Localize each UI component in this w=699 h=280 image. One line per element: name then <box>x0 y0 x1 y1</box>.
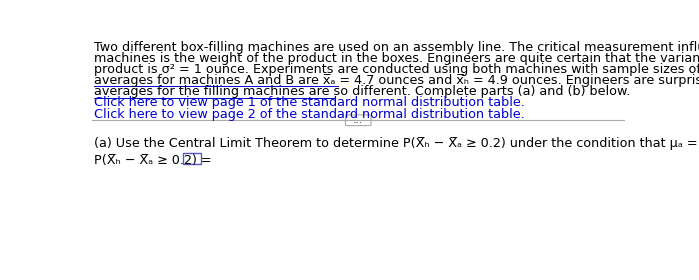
Text: P(X̅ₕ − X̅ₐ ≥ 0.2) =: P(X̅ₕ − X̅ₐ ≥ 0.2) = <box>94 155 211 167</box>
Bar <box>183 153 201 164</box>
Text: Click here to view page 2 of the standard normal distribution table.: Click here to view page 2 of the standar… <box>94 108 524 120</box>
Text: ...: ... <box>353 115 363 125</box>
Text: averages for the filling machines are so different. Complete parts (a) and (b) b: averages for the filling machines are so… <box>94 85 630 98</box>
Text: product is σ² = 1 ounce. Experiments are conducted using both machines with samp: product is σ² = 1 ounce. Experiments are… <box>94 63 699 76</box>
Text: Click here to view page 1 of the standard normal distribution table.: Click here to view page 1 of the standar… <box>94 96 524 109</box>
Text: (a) Use the Central Limit Theorem to determine P(X̅ₕ − X̅ₐ ≥ 0.2) under the cond: (a) Use the Central Limit Theorem to det… <box>94 137 699 150</box>
Text: machines is the weight of the product in the boxes. Engineers are quite certain : machines is the weight of the product in… <box>94 52 699 65</box>
FancyBboxPatch shape <box>345 115 371 126</box>
Text: averages for machines A and B are x̅ₐ = 4.7 ounces and x̅ₕ = 4.9 ounces. Enginee: averages for machines A and B are x̅ₐ = … <box>94 74 699 87</box>
Text: Two different box-filling machines are used on an assembly line. The critical me: Two different box-filling machines are u… <box>94 41 699 53</box>
